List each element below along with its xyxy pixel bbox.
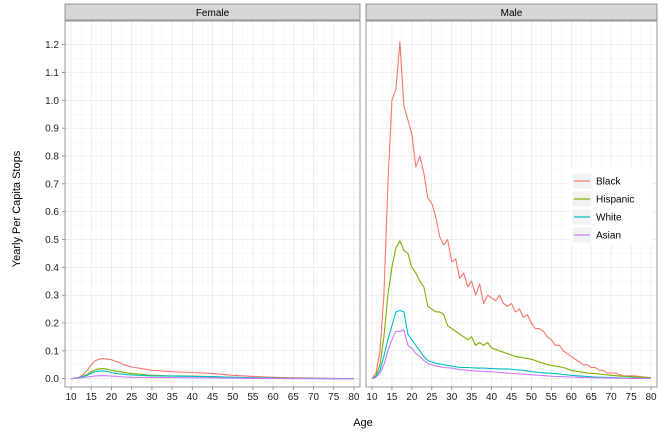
y-tick-label: 0.0: [45, 374, 59, 385]
y-tick-label: 0.3: [45, 291, 59, 302]
y-tick-label: 0.5: [45, 235, 59, 246]
x-tick-label: 30: [146, 392, 158, 403]
y-tick-label: 1.1: [45, 68, 59, 79]
strip-background: [365, 3, 658, 21]
x-tick-label: 35: [167, 392, 179, 403]
x-tick-label: 75: [626, 392, 638, 403]
x-tick-label: 45: [506, 392, 518, 403]
x-tick-label: 35: [466, 392, 478, 403]
x-tick-label: 45: [207, 392, 219, 403]
x-tick-label: 20: [406, 392, 418, 403]
x-tick-label: 80: [348, 392, 360, 403]
y-tick-label: 0.8: [45, 151, 59, 162]
x-tick-label: 65: [288, 392, 300, 403]
y-tick-label: 0.9: [45, 124, 59, 135]
x-tick-label: 60: [268, 392, 280, 403]
y-tick-label: 0.1: [45, 346, 59, 357]
x-tick-label: 40: [187, 392, 199, 403]
x-tick-label: 30: [446, 392, 458, 403]
panel-female: Female: [64, 3, 361, 390]
strip-label-female: Female: [196, 8, 230, 19]
y-tick-label: 0.6: [45, 207, 59, 218]
series-line-asian: [371, 329, 651, 380]
y-axis-title: Yearly Per Capita Stops: [11, 150, 23, 267]
x-tick-label: 15: [86, 392, 98, 403]
x-tick-label: 50: [227, 392, 239, 403]
x-tick-label: 55: [546, 392, 558, 403]
x-tick-label: 25: [126, 392, 138, 403]
y-tick-label: 0.7: [45, 179, 59, 190]
x-tick-label: 55: [247, 392, 259, 403]
x-axis-title: Age: [353, 417, 373, 429]
legend: Black Hispanic White Asian: [570, 167, 652, 245]
x-tick-label: 70: [606, 392, 618, 403]
series-line-hispanic: [371, 240, 652, 380]
y-tick-label: 1.2: [45, 40, 59, 51]
series-line-black: [71, 358, 354, 380]
series-line-white: [371, 309, 651, 380]
y-tick-label: 0.2: [45, 318, 59, 329]
y-tick-label: 1.0: [45, 96, 59, 107]
series-line-asian: [71, 375, 354, 380]
gridlines: [65, 21, 360, 387]
x-tick-label: 10: [65, 392, 77, 403]
x-axis-tick-labels: 10 15 20 25 30 35 40 45 50 55 60 65 70 75 80 10 15 20 25 30…: [65, 392, 657, 403]
x-tick-label: 65: [586, 392, 598, 403]
legend-label-asian: Asian: [596, 231, 621, 242]
x-tick-label: 20: [106, 392, 118, 403]
strip-background: [64, 3, 361, 21]
series-line-black: [371, 41, 652, 380]
y-axis-tick-labels: 0.0 0.1 0.2 0.3 0.4 0.5 0.6 0.7 0.8 0.9 1.0 1.1 1.2: [45, 40, 65, 385]
legend-label-hispanic: Hispanic: [596, 195, 634, 206]
x-tick-label: 40: [486, 392, 498, 403]
y-tick-label: 0.4: [45, 263, 59, 274]
x-tick-label: 10: [366, 392, 378, 403]
x-tick-label: 25: [426, 392, 438, 403]
x-tick-label: 75: [328, 392, 340, 403]
legend-label-white: White: [596, 213, 622, 224]
x-tick-label: 70: [308, 392, 320, 403]
strip-label-male: Male: [501, 8, 523, 19]
x-tick-label: 50: [526, 392, 538, 403]
legend-label-black: Black: [596, 177, 621, 188]
x-tick-label: 15: [386, 392, 398, 403]
x-tick-label: 60: [566, 392, 578, 403]
x-tick-label: 80: [645, 392, 657, 403]
